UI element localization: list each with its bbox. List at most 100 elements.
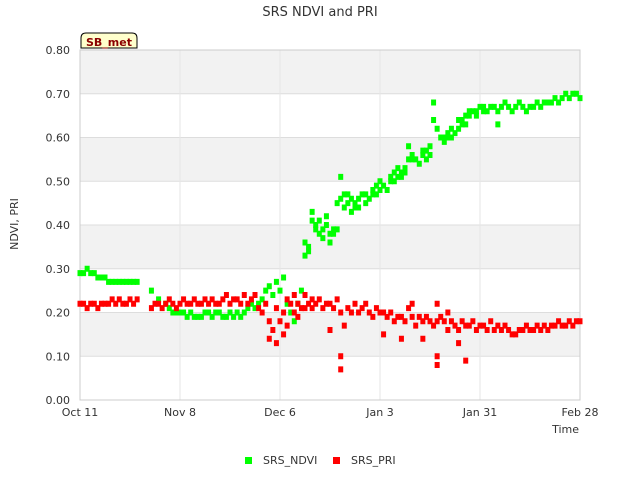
pri-point	[156, 300, 162, 307]
pri-point	[420, 335, 426, 342]
pri-point	[284, 322, 290, 329]
pri-point	[95, 305, 101, 312]
ndvi-point	[463, 112, 469, 119]
ndvi-point	[188, 309, 194, 316]
ndvi-point	[520, 103, 526, 110]
pri-point	[423, 313, 429, 320]
ndvi-point	[313, 222, 319, 228]
ndvi-point	[395, 173, 401, 180]
ndvi-point	[413, 156, 419, 163]
ndvi-point	[481, 108, 487, 115]
pri-point	[495, 322, 501, 329]
ndvi-point	[466, 108, 472, 115]
pri-point	[563, 322, 569, 329]
pri-point	[434, 362, 440, 368]
pri-point	[256, 305, 262, 312]
ndvi-point	[102, 274, 108, 281]
x-axis-label: Time	[551, 423, 579, 436]
pri-point	[366, 309, 372, 316]
legend-label-ndvi: SRS_NDVI	[263, 454, 317, 467]
pri-point	[309, 305, 315, 312]
pri-point	[463, 357, 469, 364]
ndvi-point	[556, 99, 562, 106]
ndvi-point	[445, 130, 451, 137]
ndvi-point	[563, 90, 569, 97]
pri-point	[266, 318, 272, 325]
pri-point	[406, 305, 412, 312]
ndvi-point	[441, 138, 447, 145]
ndvi-point	[191, 313, 197, 320]
ndvi-point	[388, 178, 394, 185]
ndvi-point	[323, 222, 329, 228]
pri-point	[402, 318, 408, 325]
ndvi-point	[427, 152, 433, 158]
ndvi-point	[441, 134, 447, 141]
ndvi-point	[352, 204, 358, 211]
pri-point	[416, 313, 422, 320]
pri-point	[409, 300, 415, 307]
ndvi-point	[495, 121, 501, 128]
pri-point	[281, 309, 287, 316]
ndvi-point	[341, 204, 347, 211]
ndvi-point	[120, 278, 126, 285]
pri-point	[84, 305, 90, 312]
plot-frame	[79, 49, 581, 401]
ndvi-point	[338, 173, 344, 180]
ndvi-point	[127, 278, 133, 285]
ndvi-point	[406, 156, 412, 163]
pri-point	[459, 318, 465, 325]
ndvi-point	[420, 147, 426, 154]
pri-point	[398, 313, 404, 320]
ndvi-point	[184, 313, 190, 320]
ndvi-point	[334, 226, 340, 233]
pri-point	[252, 292, 258, 298]
pri-point	[331, 305, 337, 312]
pri-point	[238, 300, 244, 307]
ndvi-point	[316, 217, 322, 224]
ndvi-point	[116, 278, 122, 285]
ndvi-point	[391, 178, 397, 185]
pri-point	[198, 300, 204, 307]
ndvi-point	[356, 204, 362, 211]
x-axis-ticks: Oct 11 Nov 8 Dec 6 Jan 3 Jan 31 Feb 28	[62, 406, 599, 419]
pri-point	[377, 309, 383, 316]
background-band	[80, 50, 580, 94]
ndvi-point	[434, 125, 440, 132]
pri-point	[438, 313, 444, 320]
pri-point	[559, 322, 565, 329]
ndvi-point	[477, 103, 483, 110]
pri-point	[88, 300, 94, 307]
ndvi-point	[391, 169, 397, 176]
pri-point	[259, 309, 265, 316]
site-label-text: SB_met	[86, 36, 132, 49]
ndvi-point	[498, 103, 504, 110]
pri-point	[188, 300, 194, 307]
ndvi-point	[356, 195, 362, 202]
pri-point	[434, 318, 440, 325]
ndvi-point	[88, 270, 94, 277]
chart-title: SRS NDVI and PRI	[262, 5, 377, 20]
pri-point	[556, 318, 562, 325]
pri-point	[116, 296, 122, 303]
pri-point	[370, 313, 376, 320]
ndvi-point	[284, 300, 290, 307]
pri-point	[484, 327, 490, 333]
pri-point	[488, 318, 494, 325]
ndvi-point	[398, 173, 404, 180]
ndvi-point	[409, 156, 415, 163]
ndvi-point	[541, 99, 547, 106]
pri-point	[231, 296, 237, 303]
ndvi-point	[331, 230, 337, 237]
background-band	[80, 312, 580, 357]
ndvi-point	[509, 108, 515, 115]
ndvi-point	[170, 309, 176, 316]
ndvi-point	[448, 134, 454, 141]
pri-point	[295, 313, 301, 320]
pri-point	[409, 313, 415, 320]
ndvi-point	[238, 313, 244, 320]
series-srs-pri	[77, 292, 583, 373]
pri-point	[291, 309, 297, 316]
pri-point	[216, 300, 222, 307]
y-tick-label: 0.10	[46, 350, 71, 363]
pri-point	[281, 331, 287, 338]
